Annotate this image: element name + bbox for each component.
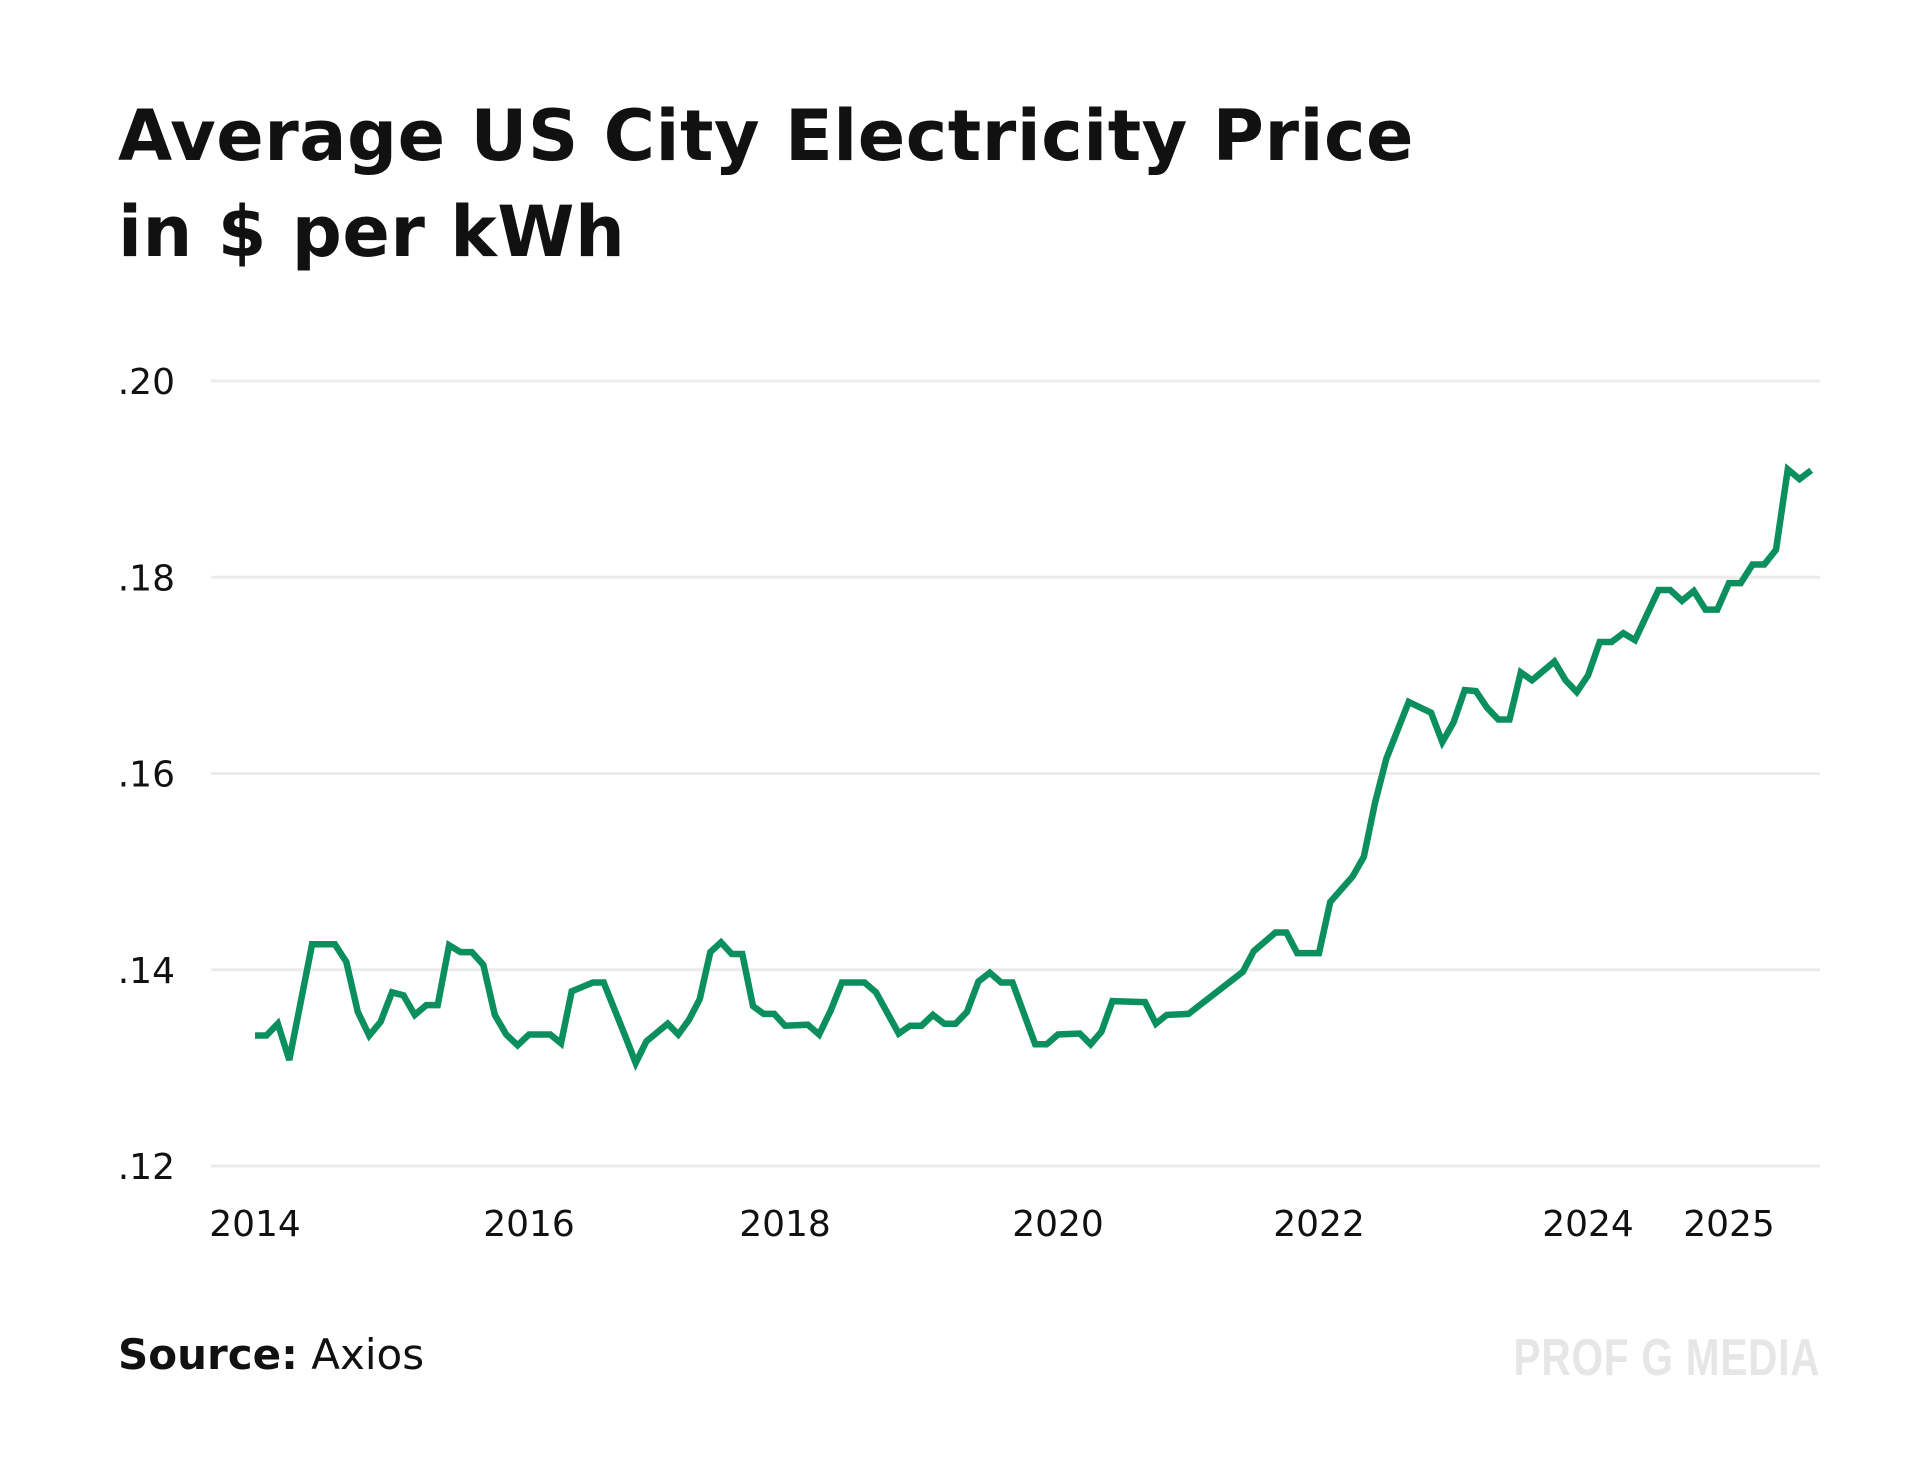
source-note: Source: Axios xyxy=(118,1330,424,1379)
source-label: Source: xyxy=(118,1330,298,1379)
x-tick-label: 2020 xyxy=(1012,1204,1104,1245)
subtitle-line: in $ per kWh xyxy=(118,191,626,273)
watermark-logo: PROF G MEDIA xyxy=(1513,1329,1820,1387)
x-axis-ticks: 2014 2016 2018 2020 2022 2024 2025 xyxy=(209,1204,1775,1245)
title-line: Average US City Electricity Price xyxy=(118,95,1414,177)
y-tick-label: .16 xyxy=(118,755,175,796)
series-line xyxy=(255,463,1814,1072)
y-axis-ticks: .20 .18 .16 .14 .12 xyxy=(118,362,175,1188)
y-tick-label: .12 xyxy=(118,1147,175,1188)
x-tick-label: 2018 xyxy=(739,1204,831,1245)
x-tick-label: 2014 xyxy=(209,1204,301,1245)
chart-title: Average US City Electricity Price in $ p… xyxy=(118,88,1414,280)
series-layer xyxy=(255,463,1814,1072)
source-value: Axios xyxy=(311,1330,425,1379)
x-tick-label: 2024 xyxy=(1542,1204,1634,1245)
gridlines xyxy=(211,379,1820,1168)
x-tick-label: 2016 xyxy=(483,1204,575,1245)
y-tick-label: .20 xyxy=(118,362,175,403)
x-tick-label: 2022 xyxy=(1273,1204,1365,1245)
x-tick-label: 2025 xyxy=(1683,1204,1775,1245)
y-tick-label: .14 xyxy=(118,951,175,992)
y-tick-label: .18 xyxy=(118,558,175,599)
